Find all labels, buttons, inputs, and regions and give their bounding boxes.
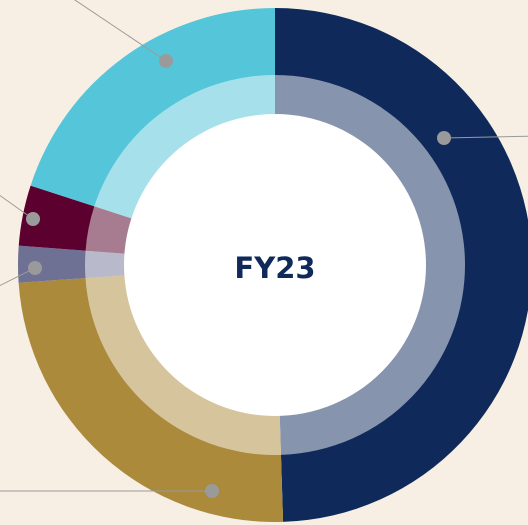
donut-segment (30, 8, 275, 207)
leader-line (74, 0, 167, 62)
leader-dot (159, 54, 173, 68)
donut-segment (18, 185, 96, 251)
leader-dot (26, 212, 40, 226)
leader-line (443, 135, 528, 139)
donut-inner-segment (85, 275, 281, 455)
donut (17, 8, 528, 522)
leader-dot (28, 261, 42, 275)
leader-line (0, 194, 34, 220)
leader-dot (205, 484, 219, 498)
donut-inner-segment (85, 206, 133, 254)
donut-inner-segment (85, 250, 126, 279)
center-title: FY23 (234, 251, 315, 285)
donut-segment (275, 8, 528, 522)
leader-lines (0, 0, 528, 492)
leader-dots (26, 54, 451, 498)
donut-segment (17, 245, 87, 283)
leader-line (0, 267, 36, 287)
donut-inner-segment (275, 75, 466, 455)
leader-dot (437, 131, 451, 145)
donut-inner-segment (94, 75, 276, 219)
donut-segment (18, 278, 284, 522)
donut-hole (124, 114, 426, 416)
